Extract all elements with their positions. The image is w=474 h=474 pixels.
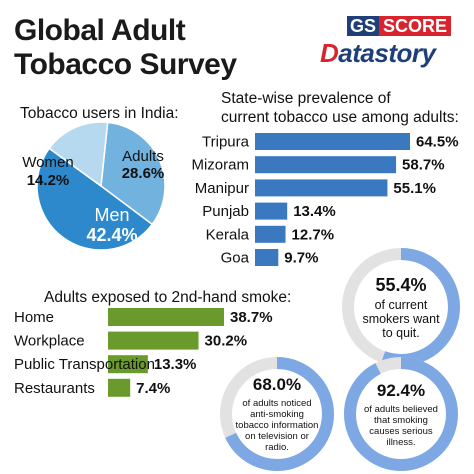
stat-ring-quit-text: of current smokers want to quit. <box>362 298 439 340</box>
pie-slice-adults <box>100 121 166 226</box>
smoke-bar-restaurants <box>108 378 131 397</box>
pie-label-men: Men <box>94 205 129 225</box>
smoke-bar-home <box>108 308 224 326</box>
stat-ring-quit-line: of current <box>374 297 428 312</box>
stat-ring-antismoking-graphic <box>220 357 334 471</box>
state-value-punjab: 13.4% <box>293 203 336 220</box>
page-title: Global Adult Tobacco Survey <box>14 14 237 82</box>
state-category-tripura: Tripura <box>202 134 250 151</box>
pie-value-women: 14.2% <box>27 172 70 189</box>
stat-ring-illness-line: of adults believed <box>364 403 438 415</box>
stat-ring-illness-graphic <box>344 357 458 471</box>
stat-ring-antismoking-line: anti-smoking <box>250 409 304 420</box>
pie-slice-women <box>48 121 109 188</box>
pie-label-adults: Adults <box>122 148 164 165</box>
smoke-bar-workplace <box>108 331 199 350</box>
stat-ring-quit: 55.4% of current smokers want to quit. <box>341 247 461 367</box>
smoke-bar-public-transportation <box>108 355 148 374</box>
stat-ring-quit-line: to quit. <box>382 325 420 340</box>
state-category-manipur: Manipur <box>195 180 249 197</box>
stat-ring-antismoking-line: radio. <box>265 442 289 453</box>
smoke-value-public-transportation: 13.3% <box>154 356 197 373</box>
logo-datastory-rest: atastory <box>338 38 436 68</box>
logo-score: SCORE <box>379 16 452 36</box>
smoke-category-public-transportation: Public Transportation <box>14 356 155 373</box>
stat-ring-illness-line: that smoking <box>374 414 428 426</box>
stat-ring-antismoking-value: 68.0% <box>252 375 302 394</box>
state-bar-tripura <box>255 133 410 150</box>
stat-ring-illness-text: of adults believed that smoking causes s… <box>364 404 438 448</box>
smoke-category-workplace: Workplace <box>14 333 85 350</box>
state-category-punjab: Punjab <box>202 203 249 220</box>
stat-ring-antismoking-line: tobacco information <box>235 420 319 431</box>
state-value-mizoram: 58.7% <box>402 157 445 174</box>
pie-value-men: 42.4% <box>86 225 137 245</box>
stat-ring-quit-value: 55.4% <box>375 274 427 295</box>
smoke-section-label: Adults exposed to 2nd-hand smoke: <box>44 289 292 306</box>
stat-ring-antismoking-line: on television or <box>245 431 309 442</box>
smoke-value-workplace: 30.2% <box>205 333 248 350</box>
stat-ring-illness-arc <box>344 357 458 471</box>
state-value-kerala: 12.7% <box>292 226 335 243</box>
stat-ring-antismoking: 68.0% of adults noticed anti-smoking tob… <box>219 356 335 472</box>
state-bar-manipur <box>255 179 388 197</box>
state-category-kerala: Kerala <box>206 226 250 243</box>
pie-label-women: Women <box>22 154 73 171</box>
stat-ring-illness-value: 92.4% <box>376 380 426 400</box>
title-line-1: Global Adult <box>14 14 186 47</box>
smoke-value-home: 38.7% <box>230 309 273 326</box>
datastory-logo: Datastory <box>320 36 436 70</box>
logo-gs: GS <box>347 16 380 36</box>
smoke-category-restaurants: Restaurants <box>14 380 95 397</box>
stat-ring-illness-line: illness. <box>386 436 416 448</box>
stat-ring-illness: 92.4% of adults believed that smoking ca… <box>343 356 459 472</box>
smoke-value-restaurants: 7.4% <box>136 380 170 397</box>
logo-datastory-initial: D <box>320 38 339 68</box>
state-value-goa: 9.7% <box>284 250 318 267</box>
users-section-label: Tobacco users in India: <box>20 105 179 122</box>
gs-score-logo: GS SCORE <box>347 16 452 36</box>
state-bar-kerala <box>255 225 286 243</box>
state-value-manipur: 55.1% <box>393 180 436 197</box>
state-section-label-2: current tobacco use among adults: <box>221 109 459 126</box>
stat-ring-illness-line: causes serious <box>369 425 433 437</box>
state-bar-mizoram <box>255 156 397 174</box>
stat-ring-antismoking-line: of adults noticed <box>242 398 312 409</box>
title-line-2: Tobacco Survey <box>14 48 237 81</box>
state-bar-goa <box>255 249 279 266</box>
smoke-category-home: Home <box>14 309 54 326</box>
stat-ring-antismoking-text: of adults noticed anti-smoking tobacco i… <box>236 398 319 453</box>
pie-slice-men <box>36 147 154 251</box>
pie-value-adults: 28.6% <box>122 165 165 182</box>
state-category-goa: Goa <box>221 250 250 267</box>
stat-ring-antismoking-arc <box>220 357 334 471</box>
state-value-tripura: 64.5% <box>416 134 459 151</box>
state-section-label-1: State-wise prevalence of <box>221 90 391 107</box>
state-bar-punjab <box>255 202 288 220</box>
stat-ring-quit-line: smokers want <box>362 311 440 326</box>
state-category-mizoram: Mizoram <box>191 157 249 174</box>
